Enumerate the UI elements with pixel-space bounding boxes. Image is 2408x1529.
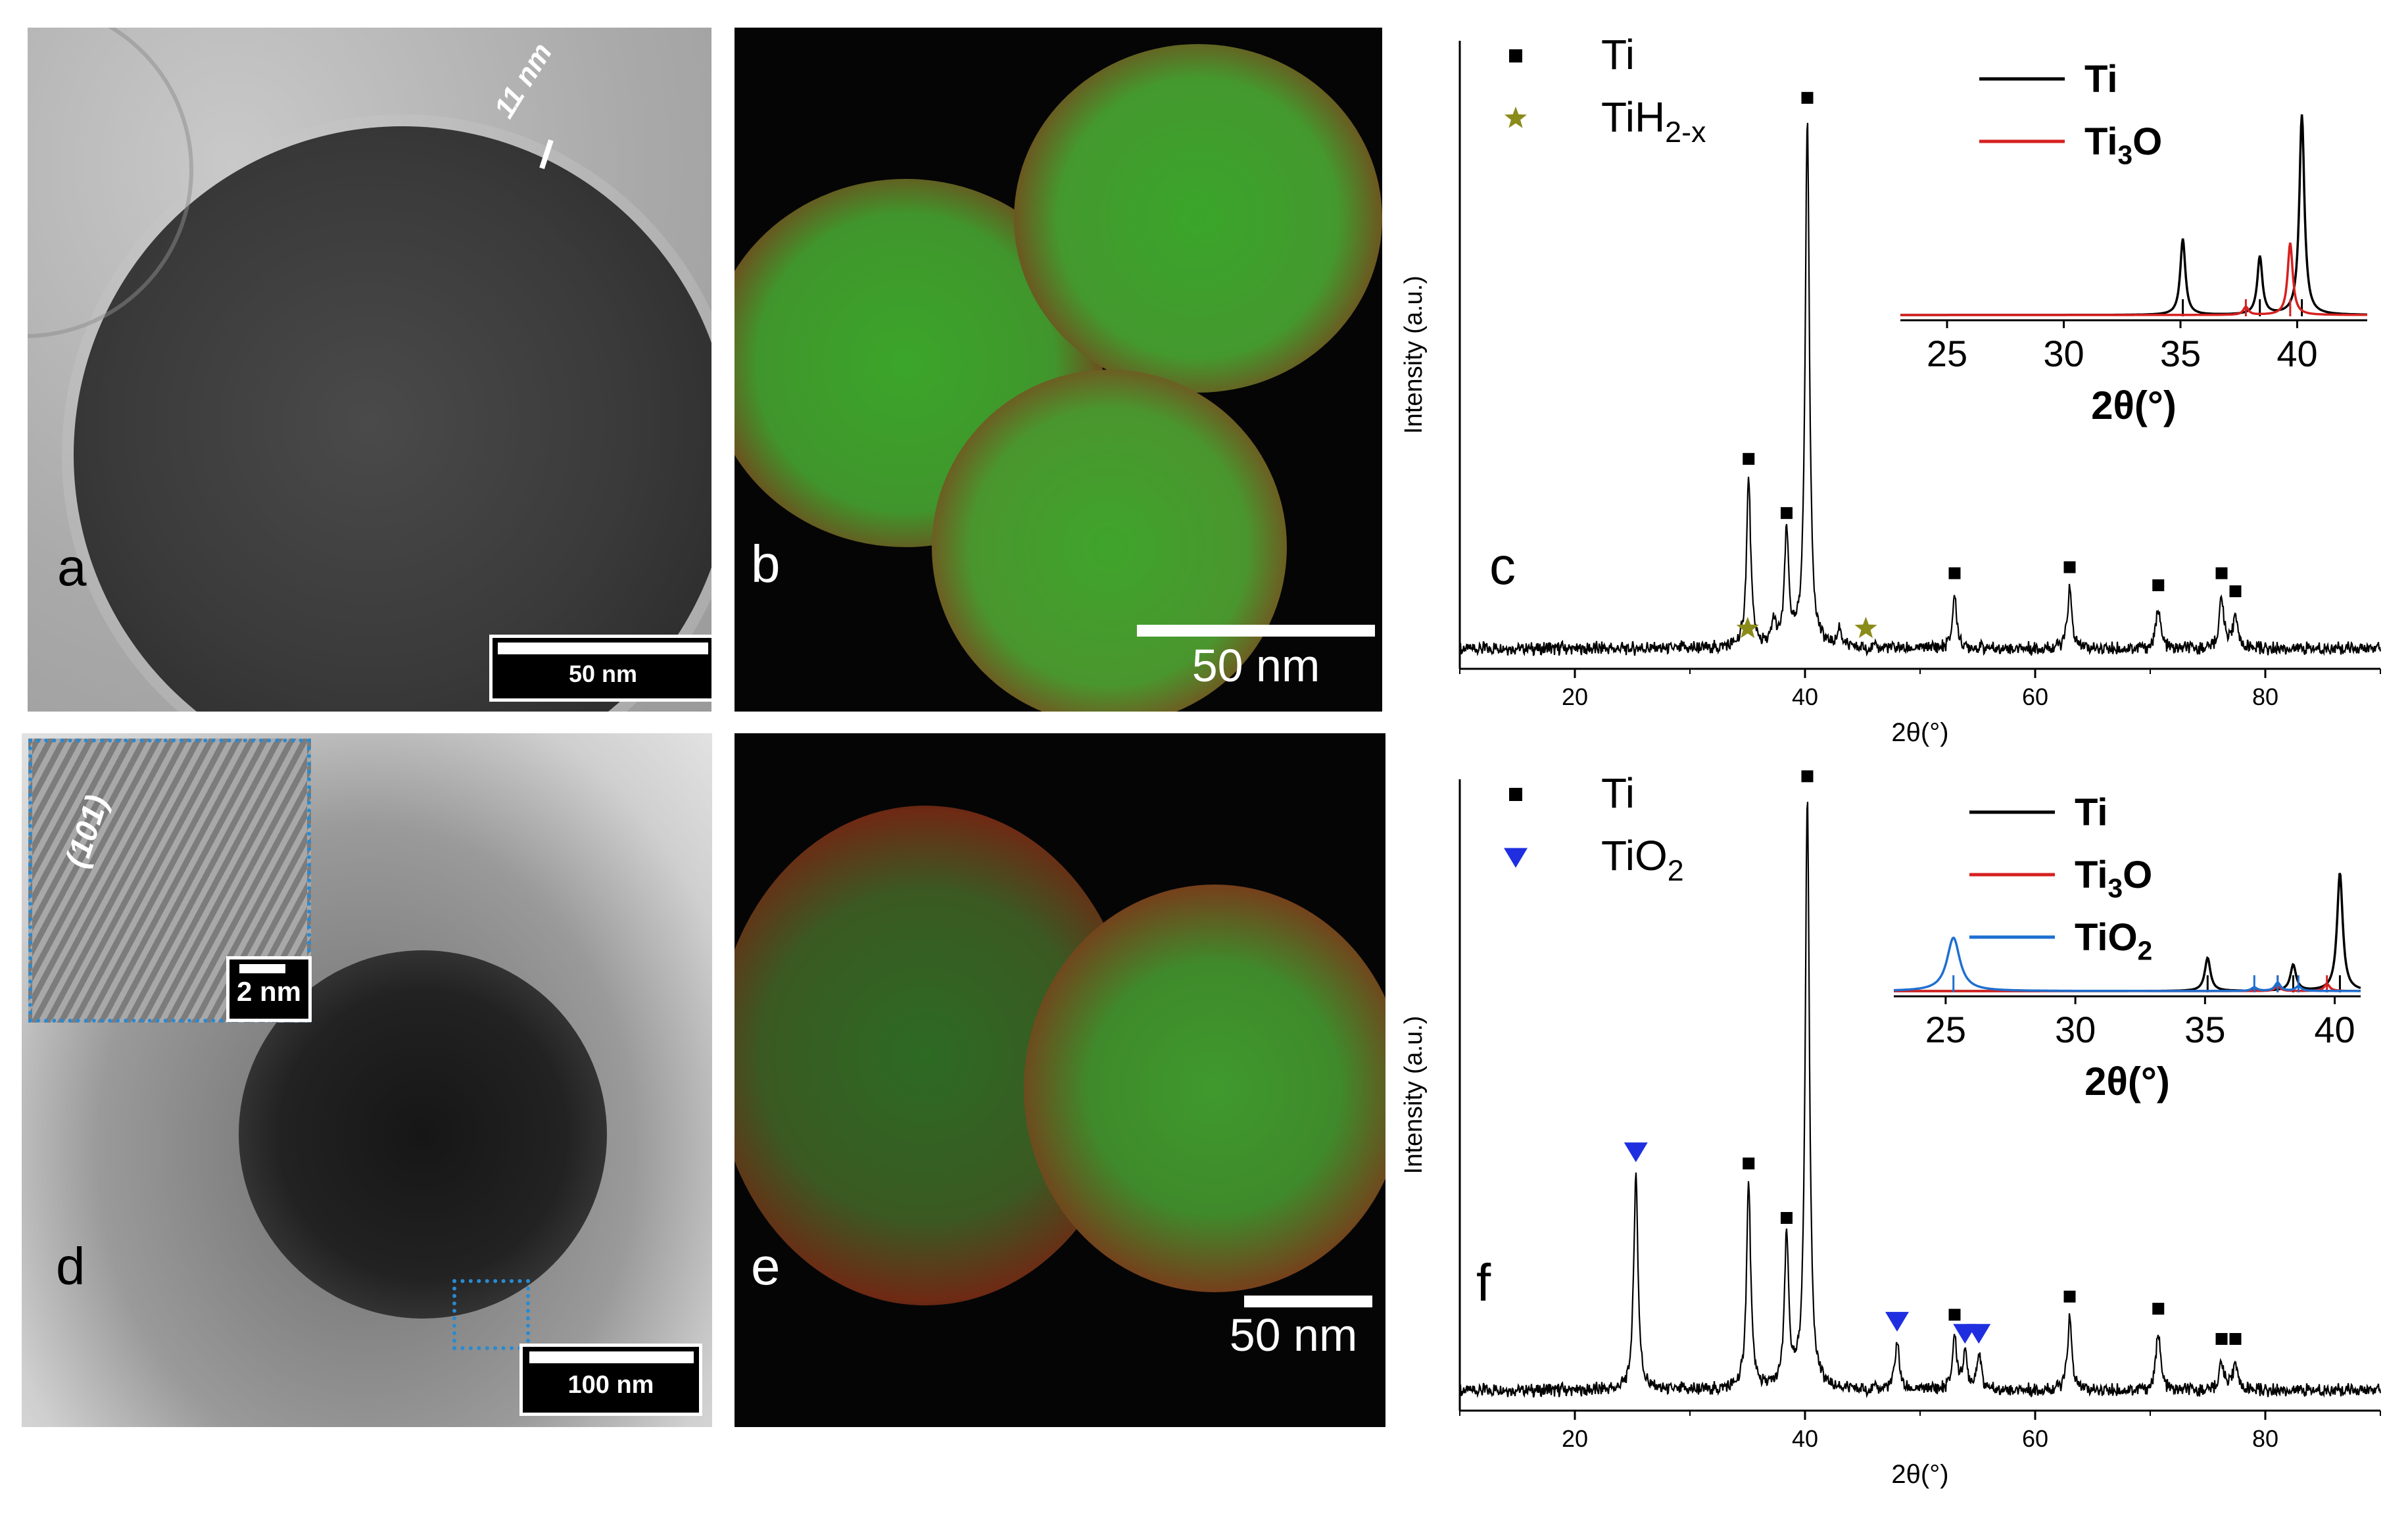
legend-marker-1	[1504, 107, 1528, 128]
inset-series-tio2	[1894, 936, 2361, 992]
eds-particle-e2	[1024, 885, 1385, 1292]
inset-scale-bar-label: 2 nm	[236, 976, 302, 1007]
inset-series-ti3o	[1900, 242, 2367, 316]
peak-marker-ti	[2063, 1290, 2076, 1303]
inset-x-tick-label: 25	[1927, 333, 1967, 374]
peak-marker-ti	[1948, 1309, 1961, 1321]
y-axis-label: Intensity (a.u.)	[1401, 276, 1428, 434]
peak-marker-ti	[2063, 561, 2076, 573]
inset-x-tick-label: 35	[2184, 1009, 2225, 1050]
peak-marker-ti	[2215, 1333, 2228, 1345]
scale-bar-e-label: 50 nm	[1229, 1309, 1358, 1361]
peak-marker-ti	[1801, 91, 1814, 104]
peak-marker-ti	[2152, 579, 2165, 591]
peak-marker-tio2	[1885, 1311, 1909, 1332]
inset-x-tick-label: 40	[2276, 333, 2317, 374]
x-tick-label: 60	[2022, 1425, 2048, 1452]
panel-a-tem-image: 11 nm a 50 nm	[28, 28, 711, 712]
peak-marker-ti	[1743, 1157, 1755, 1170]
x-tick-label: 40	[1792, 1425, 1818, 1452]
peak-marker-ti	[2229, 585, 2242, 598]
legend-label-0: Ti	[1601, 769, 1635, 817]
shell-thickness-label: 11 nm	[488, 37, 559, 124]
eds-particle-2	[1014, 44, 1382, 393]
x-tick-label: 20	[1562, 683, 1588, 710]
panel-b-eds-map: b 50 nm	[734, 28, 1382, 712]
panel-letter-e: e	[751, 1237, 781, 1296]
inset-legend-label-0: Ti	[2084, 58, 2118, 101]
inset-legend-label-1: Ti3O	[2075, 854, 2152, 904]
peak-marker-ti	[1948, 567, 1961, 579]
xrd-pattern-line	[1458, 122, 2382, 657]
panel-letter-a: a	[57, 538, 87, 596]
xrd-pattern-line	[1458, 802, 2382, 1399]
peak-marker-ti	[1801, 770, 1814, 783]
legend-marker-1	[1504, 848, 1528, 868]
inset-x-tick-label: 35	[2160, 333, 2201, 374]
panel-c-xrd-chart: 20 40 60 80 2θ(°) Intensity (a.u.) Ti TiH2-x 25 3…	[1401, 31, 2382, 747]
legend-label-1: TiH2-x	[1601, 93, 1706, 149]
panel-letter-f: f	[1476, 1253, 1491, 1312]
peak-marker-ti	[2215, 567, 2228, 579]
inset-x-tick-label: 30	[2043, 333, 2084, 374]
peak-marker-tio2	[1967, 1324, 1991, 1344]
peak-marker-ti	[2229, 1333, 2242, 1345]
legend-marker-0	[1509, 788, 1522, 801]
inset-x-tick-label: 30	[2055, 1009, 2096, 1050]
peak-marker-tih2x	[1736, 616, 1759, 639]
x-tick-label: 80	[2252, 683, 2278, 710]
eds-particle-3	[932, 370, 1287, 712]
inset-x-axis-label: 2θ(°)	[2091, 383, 2177, 427]
peak-marker-ti	[1743, 452, 1755, 465]
legend-label-0: Ti	[1601, 31, 1635, 78]
panel-letter-b: b	[751, 535, 781, 593]
scale-bar-d-label: 100 nm	[567, 1371, 654, 1399]
peak-marker-tio2	[1624, 1142, 1648, 1163]
inset-legend-label-1: Ti3O	[2084, 120, 2162, 170]
y-axis-label: Intensity (a.u.)	[1401, 1016, 1428, 1175]
x-tick-label: 60	[2022, 683, 2048, 710]
panel-f-xrd-chart: 20 40 60 80 2θ(°) Intensity (a.u.) Ti TiO2 25 30 3…	[1401, 769, 2382, 1489]
inset-x-tick-label: 25	[1925, 1009, 1966, 1050]
x-axis-label: 2θ(°)	[1891, 1460, 1948, 1489]
legend-label-1: TiO2	[1601, 832, 1684, 887]
peak-marker-ti	[1781, 1212, 1793, 1224]
inset-source-box	[452, 1279, 530, 1350]
hrtem-inset: (101) 2 nm	[28, 739, 312, 1023]
panel-letter-c: c	[1489, 537, 1516, 595]
x-tick-label: 80	[2252, 1425, 2278, 1452]
scale-bar-e	[1244, 1296, 1372, 1307]
scale-bar-a-label: 50 nm	[568, 660, 638, 687]
inset-legend-label-0: Ti	[2075, 791, 2108, 834]
panel-e-eds-map: e 50 nm	[734, 733, 1385, 1427]
inset-x-tick-label: 40	[2314, 1009, 2355, 1050]
lattice-plane-label: (101)	[59, 790, 115, 872]
panel-d-tem-image: (101) 2 nm d 100 nm	[22, 733, 712, 1427]
scale-bar-b-label: 50 nm	[1192, 640, 1320, 691]
peak-marker-ti	[2152, 1303, 2165, 1315]
inset-x-axis-label: 2θ(°)	[2084, 1059, 2170, 1104]
x-axis-label: 2θ(°)	[1891, 718, 1948, 747]
peak-marker-tih2x	[1854, 616, 1877, 639]
inset-legend-label-2: TiO2	[2075, 916, 2152, 966]
x-tick-label: 20	[1562, 1425, 1588, 1452]
legend-marker-0	[1509, 49, 1522, 62]
scale-bar-b	[1137, 625, 1375, 637]
peak-marker-ti	[1781, 507, 1793, 520]
panel-letter-d: d	[56, 1237, 85, 1296]
x-tick-label: 40	[1792, 683, 1818, 710]
